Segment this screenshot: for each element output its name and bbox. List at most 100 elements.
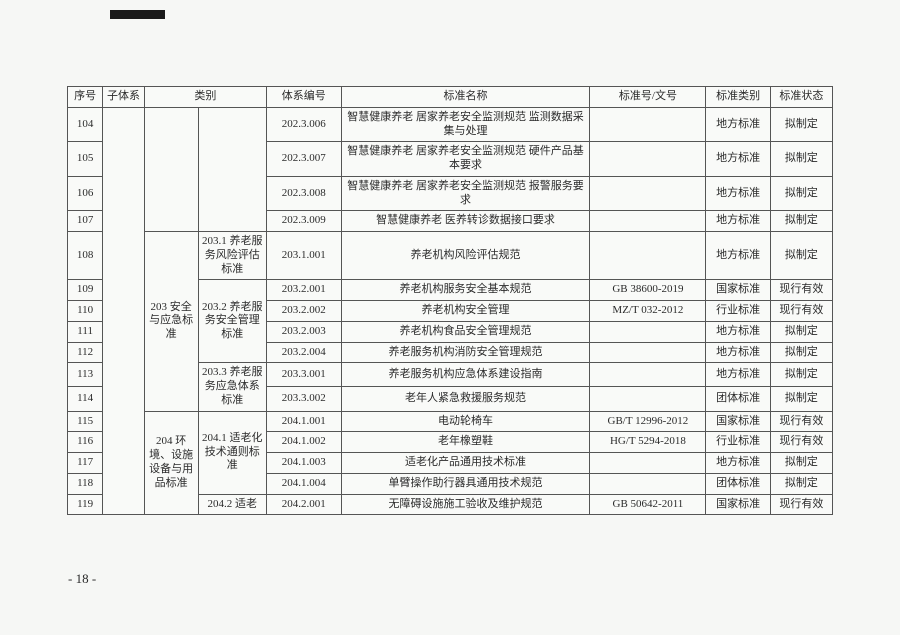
cell-type: 地方标准 [706,176,770,211]
cell-subsystem-blank [103,107,144,515]
cell-code: 202.3.009 [266,211,341,232]
cell-type: 地方标准 [706,363,770,387]
cell-cat1-204: 204 环境、设施设备与用品标准 [144,411,198,515]
cell-cat2-204-1: 204.1 适老化技术通则标准 [198,411,266,494]
cell-idx: 104 [68,107,103,142]
cell-code: 204.1.002 [266,432,341,453]
cell-state: 拟制定 [770,142,832,177]
cell-type: 地方标准 [706,107,770,142]
cell-type: 行业标准 [706,301,770,322]
cell-type: 国家标准 [706,411,770,432]
cell-state: 拟制定 [770,232,832,280]
cell-type: 地方标准 [706,453,770,474]
cell-state: 现行有效 [770,494,832,515]
col-stdstate: 标准状态 [770,87,832,108]
standards-table-wrap: 序号 子体系 类别 体系编号 标准名称 标准号/文号 标准类别 标准状态 104 [67,86,833,515]
cell-cat1-203: 203 安全与应急标准 [144,232,198,412]
cell-code: 204.2.001 [266,494,341,515]
cell-cat2-204-2: 204.2 适老 [198,494,266,515]
table-row: 104 202.3.006 智慧健康养老 居家养老安全监测规范 监测数据采集与处… [68,107,833,142]
cell-type: 地方标准 [706,232,770,280]
cell-no [590,232,706,280]
cell-code: 202.3.007 [266,142,341,177]
cell-code: 202.3.006 [266,107,341,142]
cell-idx: 111 [68,321,103,342]
cell-idx: 107 [68,211,103,232]
cell-idx: 110 [68,301,103,322]
cell-idx: 113 [68,363,103,387]
cell-state: 拟制定 [770,363,832,387]
cell-name: 无障碍设施施工验收及维护规范 [341,494,590,515]
cell-name: 养老机构风险评估规范 [341,232,590,280]
cell-type: 地方标准 [706,211,770,232]
cell-no [590,142,706,177]
cell-cat2-203-2: 203.2 养老服务安全管理标准 [198,280,266,363]
scan-mark [110,10,165,19]
cell-idx: 118 [68,473,103,494]
standards-table: 序号 子体系 类别 体系编号 标准名称 标准号/文号 标准类别 标准状态 104 [67,86,833,515]
cell-idx: 109 [68,280,103,301]
cell-type: 行业标准 [706,432,770,453]
cell-idx: 108 [68,232,103,280]
cell-type: 地方标准 [706,342,770,363]
cell-no [590,363,706,387]
cell-name: 智慧健康养老 居家养老安全监测规范 监测数据采集与处理 [341,107,590,142]
cell-name: 智慧健康养老 居家养老安全监测规范 硬件产品基本要求 [341,142,590,177]
cell-type: 地方标准 [706,321,770,342]
cell-no [590,321,706,342]
table-row: 108 203 安全与应急标准 203.1 养老服务风险评估标准 203.1.0… [68,232,833,280]
cell-no: HG/T 5294-2018 [590,432,706,453]
table-row: 115 204 环境、设施设备与用品标准 204.1 适老化技术通则标准 204… [68,411,833,432]
cell-type: 地方标准 [706,142,770,177]
cell-state: 拟制定 [770,107,832,142]
cell-name: 电动轮椅车 [341,411,590,432]
cell-code: 204.1.001 [266,411,341,432]
cell-no: GB/T 12996-2012 [590,411,706,432]
cell-idx: 119 [68,494,103,515]
cell-name: 养老服务机构应急体系建设指南 [341,363,590,387]
cell-state: 现行有效 [770,280,832,301]
col-syscode: 体系编号 [266,87,341,108]
cell-state: 拟制定 [770,321,832,342]
cell-cat1-blank [144,107,198,231]
cell-no [590,342,706,363]
cell-no [590,387,706,411]
col-category: 类别 [144,87,266,108]
cell-no: MZ/T 032-2012 [590,301,706,322]
cell-code: 203.2.002 [266,301,341,322]
cell-state: 拟制定 [770,473,832,494]
cell-state: 现行有效 [770,432,832,453]
cell-idx: 116 [68,432,103,453]
cell-name: 智慧健康养老 医养转诊数据接口要求 [341,211,590,232]
document-page: 序号 子体系 类别 体系编号 标准名称 标准号/文号 标准类别 标准状态 104 [0,0,900,635]
cell-idx: 112 [68,342,103,363]
cell-no [590,107,706,142]
cell-code: 203.2.004 [266,342,341,363]
cell-code: 204.1.003 [266,453,341,474]
cell-no [590,176,706,211]
cell-type: 团体标准 [706,387,770,411]
cell-code: 204.1.004 [266,473,341,494]
cell-type: 国家标准 [706,280,770,301]
col-stdname: 标准名称 [341,87,590,108]
cell-code: 203.3.002 [266,387,341,411]
cell-name: 老年橡塑鞋 [341,432,590,453]
cell-idx: 105 [68,142,103,177]
cell-state: 拟制定 [770,387,832,411]
cell-state: 拟制定 [770,211,832,232]
cell-name: 养老机构安全管理 [341,301,590,322]
cell-state: 现行有效 [770,301,832,322]
cell-state: 拟制定 [770,342,832,363]
cell-name: 适老化产品通用技术标准 [341,453,590,474]
cell-name: 单臂操作助行器具通用技术规范 [341,473,590,494]
cell-no [590,473,706,494]
cell-no: GB 50642-2011 [590,494,706,515]
cell-type: 国家标准 [706,494,770,515]
cell-no [590,211,706,232]
cell-idx: 117 [68,453,103,474]
col-idx: 序号 [68,87,103,108]
cell-no [590,453,706,474]
cell-type: 团体标准 [706,473,770,494]
cell-name: 老年人紧急救援服务规范 [341,387,590,411]
cell-idx: 106 [68,176,103,211]
